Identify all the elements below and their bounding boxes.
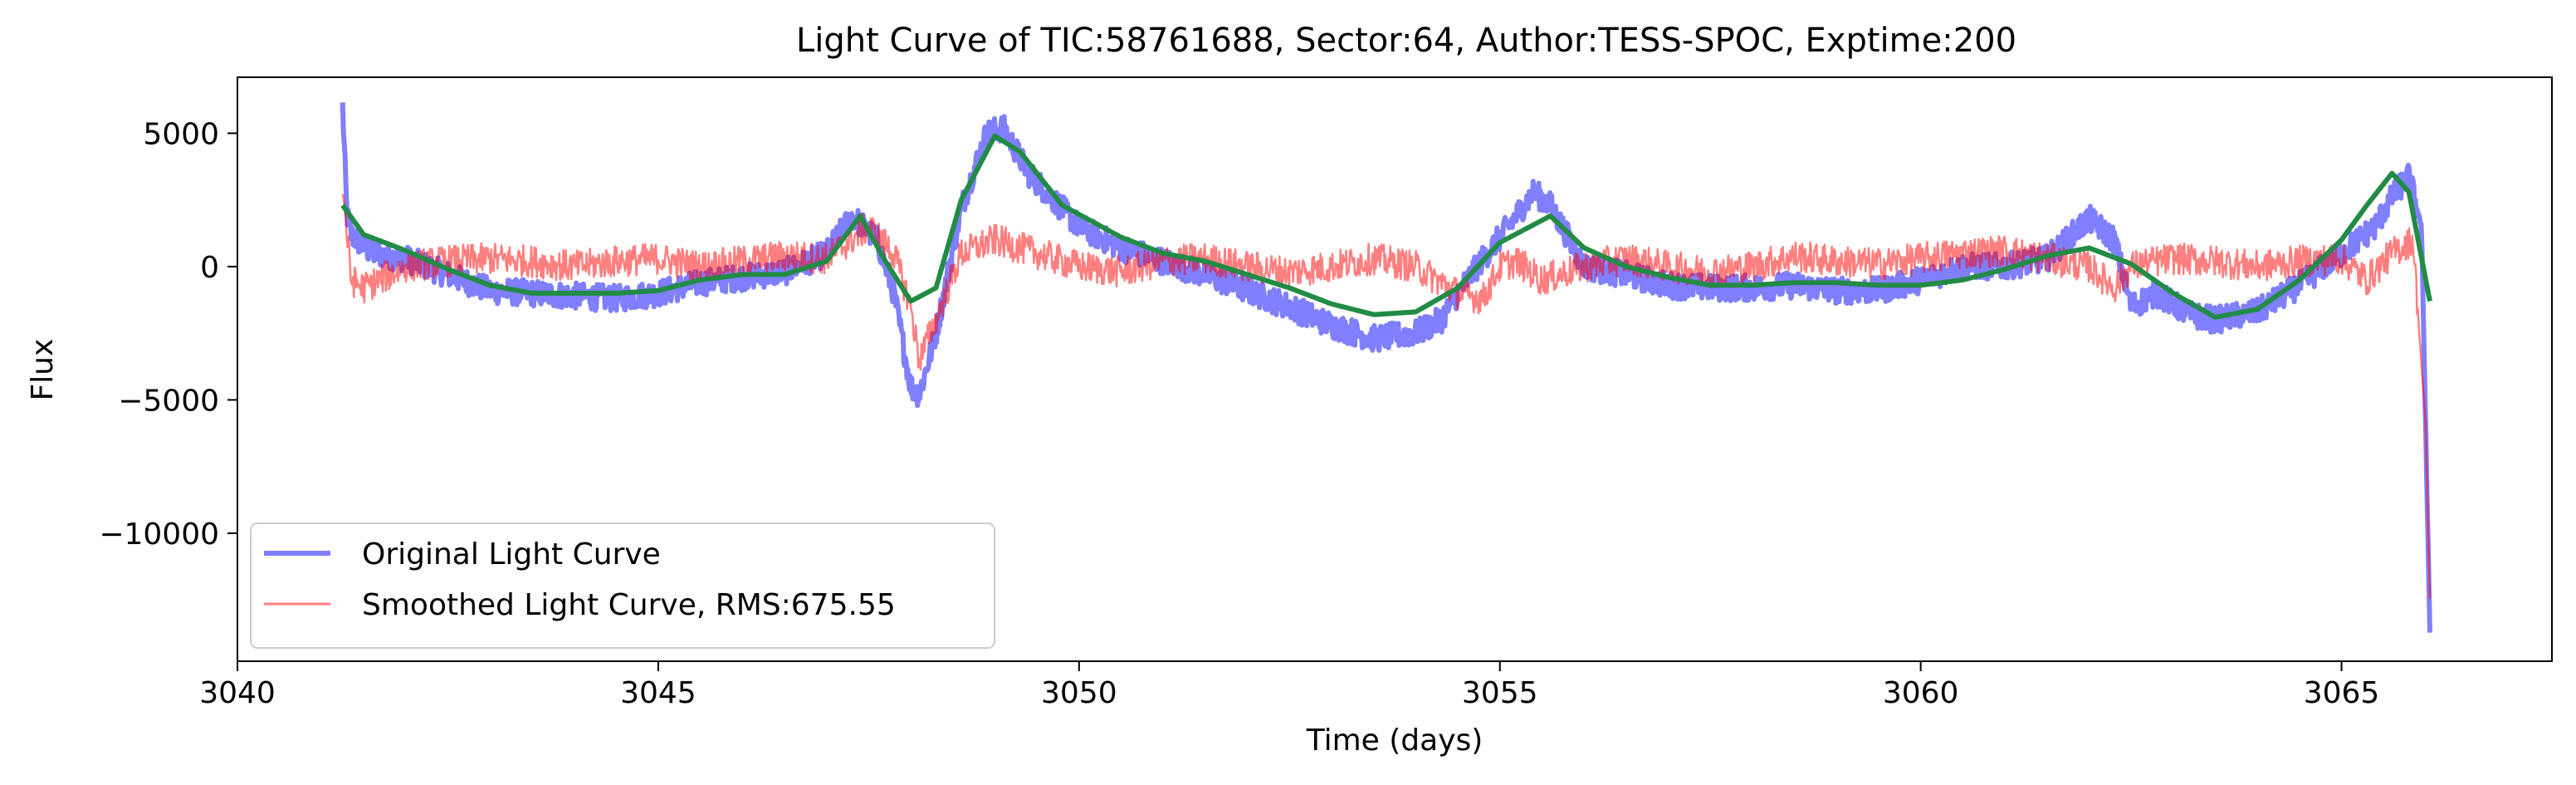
x-tick-label: 3040 bbox=[199, 676, 276, 710]
y-tick-label: −10000 bbox=[99, 518, 219, 552]
y-tick-label: 5000 bbox=[143, 117, 219, 151]
x-tick-label: 3065 bbox=[2304, 676, 2380, 710]
legend-label-original: Original Light Curve bbox=[362, 537, 661, 572]
plot-frame bbox=[237, 76, 2553, 662]
chart-title: Light Curve of TIC:58761688, Sector:64, … bbox=[796, 22, 2016, 60]
x-axis: 3040 3045 3050 3055 3060 3065 bbox=[199, 661, 2379, 710]
y-axis: 5000 0 −5000 −10000 bbox=[99, 117, 237, 552]
legend: Original Light Curve Smoothed Light Curv… bbox=[250, 523, 995, 649]
x-tick-label: 3055 bbox=[1462, 676, 1538, 710]
legend-box bbox=[250, 523, 995, 649]
legend-label-smoothed: Smoothed Light Curve, RMS:675.55 bbox=[362, 588, 896, 622]
y-tick-label: −5000 bbox=[118, 384, 219, 418]
series-original-line bbox=[340, 102, 2432, 633]
series-smoothed-line bbox=[341, 194, 2432, 599]
y-axis-label: Flux bbox=[26, 339, 60, 401]
series-trend-line bbox=[340, 133, 2432, 320]
x-tick-label: 3045 bbox=[620, 676, 697, 710]
series-layer bbox=[340, 102, 2432, 633]
x-tick-label: 3060 bbox=[1883, 676, 1959, 710]
y-tick-label: 0 bbox=[200, 251, 219, 285]
x-tick-label: 3050 bbox=[1041, 676, 1117, 710]
x-axis-label: Time (days) bbox=[1306, 724, 1484, 758]
